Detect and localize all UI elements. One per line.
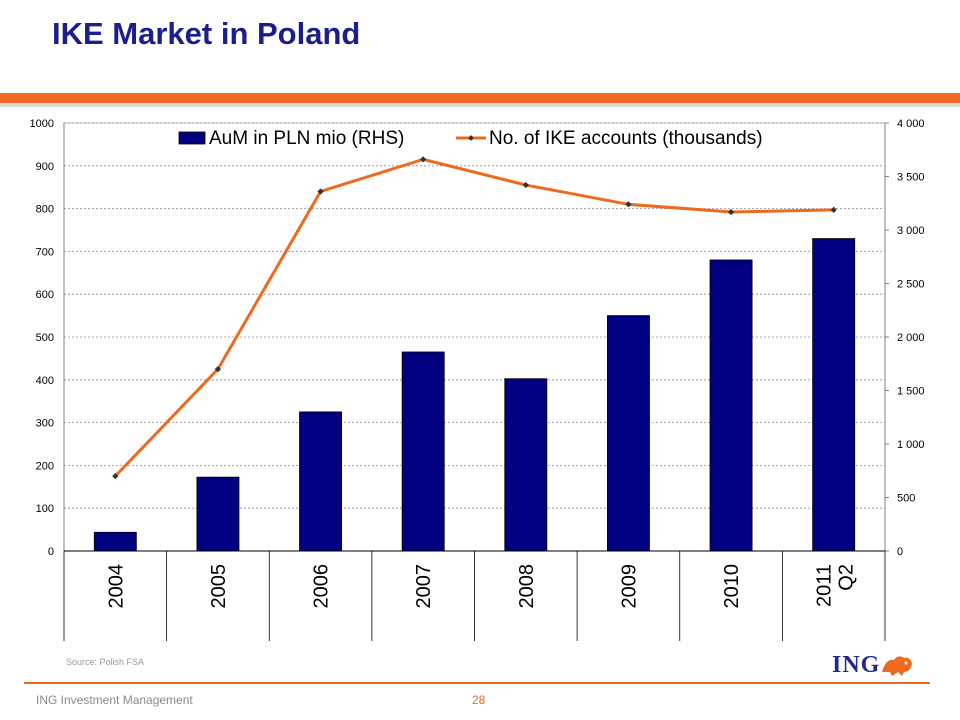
lion-icon <box>882 656 913 676</box>
bar-aum <box>606 315 650 552</box>
y-right-tick-label: 0 <box>897 546 903 558</box>
footer-rule <box>24 682 930 684</box>
bar-aum <box>401 351 445 552</box>
y-right-tick-label: 2 000 <box>897 332 925 344</box>
x-tick-label: 2011 <box>814 564 836 607</box>
y-right-tick-label: 4 000 <box>897 118 925 130</box>
chart: 0 100 200 300 400 500 600 700 800 900 1000 0 500 1 00… <box>30 118 925 641</box>
y-left-tick-label: 300 <box>36 418 54 430</box>
footer-company: ING Investment Management <box>36 693 193 707</box>
y-left-tick-label: 100 <box>36 503 54 515</box>
x-tick-label: 2005 <box>208 564 230 609</box>
legend-label-line: No. of IKE accounts (thousands) <box>489 128 763 149</box>
y-left-tick-label: 500 <box>36 332 54 344</box>
x-tick-label: 2008 <box>516 564 538 609</box>
y-right-tick-label: 2 500 <box>897 279 925 291</box>
header-accent-bar <box>0 93 960 103</box>
logo-text: ING <box>832 651 881 678</box>
bar-aum <box>299 411 343 552</box>
bar-aum <box>196 476 240 552</box>
x-tick-label: 2006 <box>311 564 333 609</box>
y-right-tick-label: 1 500 <box>897 386 925 398</box>
line-marker <box>522 181 529 189</box>
y-left-tick-label: 600 <box>36 289 54 301</box>
header-divider <box>0 103 960 107</box>
legend-swatch-marker <box>468 135 474 141</box>
line-marker <box>625 201 632 208</box>
x-tick-label: 2009 <box>618 564 640 609</box>
legend-label-bar: AuM in PLN mio (RHS) <box>209 128 404 149</box>
x-tick-label: 2004 <box>105 564 127 609</box>
y-right-tick-label: 1 000 <box>897 439 925 451</box>
source-note: Source: Polish FSA <box>66 657 145 667</box>
bar-aum <box>812 238 856 552</box>
y-right-tick-label: 3 500 <box>897 172 925 184</box>
x-tick-label: 2007 <box>413 564 435 609</box>
y-left-tick-label: 1000 <box>30 118 54 130</box>
bar-aum <box>93 531 137 552</box>
line-marker <box>317 188 324 195</box>
legend-swatch-bar <box>178 131 206 145</box>
y-left-tick-label: 0 <box>48 546 54 558</box>
line-marker <box>830 206 837 213</box>
y-left-tick-label: 700 <box>36 246 54 258</box>
y-left-tick-label: 200 <box>36 460 54 472</box>
y-left-tick-label: 800 <box>36 204 54 216</box>
y-left-tick-label: 400 <box>36 375 54 387</box>
line-marker <box>727 208 735 216</box>
y-right-tick-label: 500 <box>897 493 915 505</box>
page-title: IKE Market in Poland <box>52 16 361 51</box>
bar-aum <box>709 259 753 552</box>
bar-aum <box>504 378 548 552</box>
line-ike-accounts <box>114 157 834 478</box>
y-right-tick-label: 3 000 <box>897 225 925 237</box>
page-number: 28 <box>472 693 486 707</box>
y-left-tick-label: 900 <box>36 161 54 173</box>
x-tick-label: Q2 <box>836 564 858 591</box>
x-tick-label: 2010 <box>721 564 743 609</box>
ing-logo: ING <box>832 650 914 680</box>
